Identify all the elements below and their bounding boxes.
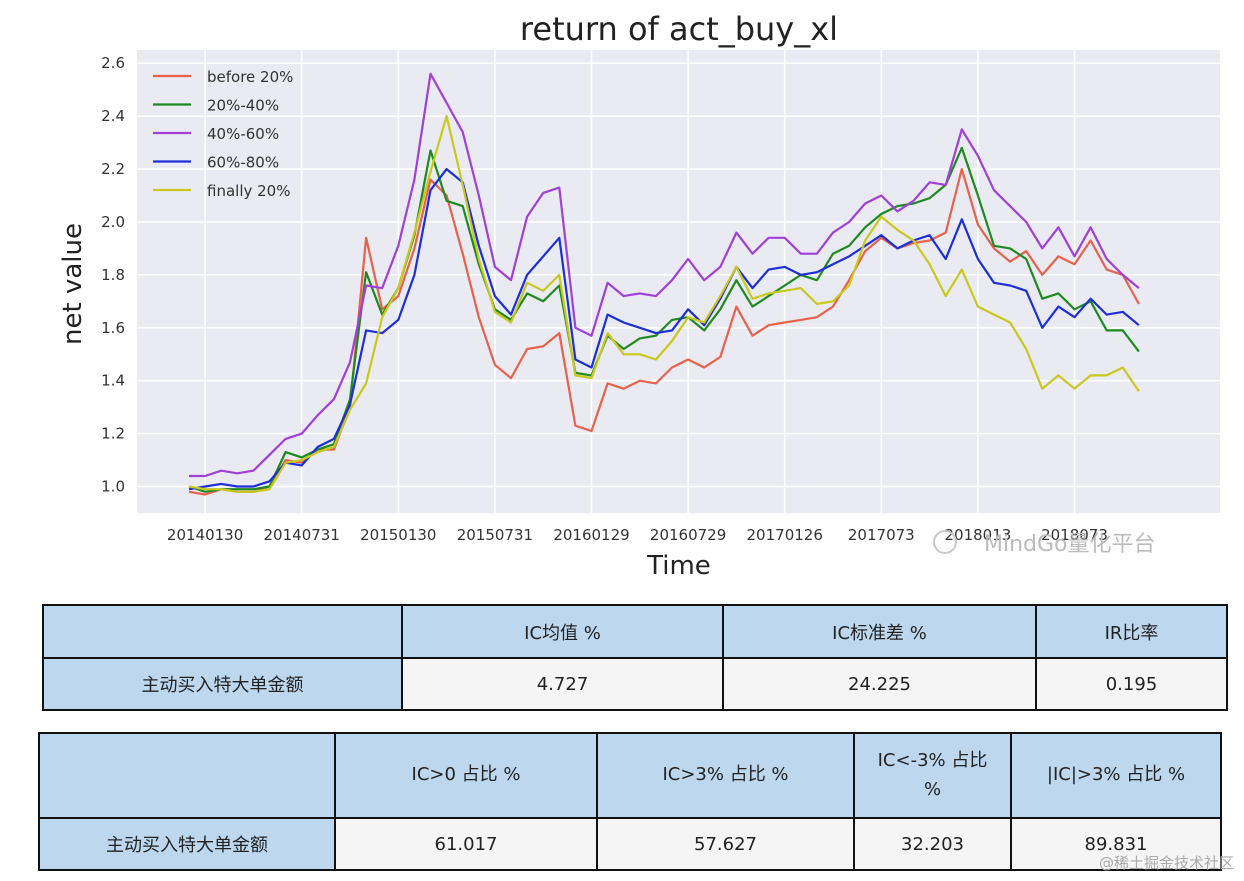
x-axis-ticks: 20140130 20140731 20150130 20150731 20160129… [167,526,1108,544]
table-header-cell: IC<-3% 占比 % [853,732,1012,819]
chart-watermark: MindGo量化平台 [933,530,1156,557]
x-tick-label: 20170126 [747,526,823,544]
legend-label: 60%-80% [207,154,279,172]
row-label: 主动买入特大单金额 [38,817,336,871]
table-header-cell: |IC|>3% 占比 % [1010,732,1222,819]
x-tick-label: 20160129 [553,526,629,544]
table-header-row: IC>0 占比 % IC>3% 占比 % IC<-3% 占比 % |IC|>3%… [38,732,1222,819]
line-chart: 1.01.21.41.61.82.02.22.42.6 20140130 2014… [58,10,1220,581]
y-axis-ticks: 1.0 1.2 1.4 1.6 1.8 2.0 2.2 2.4 2.6 [101,54,125,495]
table-cell: 24.225 [722,657,1037,711]
table-header-cell: IC标准差 % [722,604,1037,659]
x-tick-label: 2018013 [944,526,1011,544]
footer-watermark: @稀土掘金技术社区 [1098,854,1234,872]
ic-ratio-table: IC>0 占比 % IC>3% 占比 % IC<-3% 占比 % |IC|>3%… [38,732,1222,871]
y-tick-label: 1.8 [101,266,125,284]
x-tick-label: 20140130 [167,526,243,544]
legend-label: 20%-40% [207,97,279,115]
table-cell: 0.195 [1035,657,1228,711]
table-cell: 61.017 [334,817,598,871]
y-tick-label: 2.0 [101,213,125,231]
series-lines [188,72,1140,496]
table-row: 主动买入特大单金额 4.727 24.225 0.195 [42,657,1228,711]
x-tick-label: 2018073 [1041,526,1108,544]
y-tick-label: 1.2 [101,425,125,443]
legend-label: before 20% [207,68,293,86]
x-tick-label: 2017073 [848,526,915,544]
watermark-logo-icon [933,530,957,554]
table-cell: 4.727 [401,657,724,711]
x-tick-label: 20150130 [360,526,436,544]
table-header-cell: IC>3% 占比 % [596,732,855,819]
y-tick-label: 2.2 [101,160,125,178]
x-tick-label: 20150731 [457,526,533,544]
table-header-cell: IR比率 [1035,604,1228,659]
table-header-cell: IC均值 % [401,604,724,659]
legend-label: 40%-60% [207,125,279,143]
table-cell: 32.203 [853,817,1012,871]
y-tick-label: 2.4 [101,107,125,125]
table-header-cell [38,732,336,819]
y-tick-label: 1.4 [101,372,125,390]
y-tick-label: 1.6 [101,319,125,337]
row-label: 主动买入特大单金额 [42,657,403,711]
table-cell: 89.831 [1010,817,1222,871]
legend-label: finally 20% [207,182,290,200]
series-line-4 [188,168,1140,491]
y-tick-label: 1.0 [101,478,125,496]
x-tick-label: 20140731 [264,526,340,544]
table-header-cell: IC>0 占比 % [334,732,598,819]
series-line-2 [188,146,1140,493]
y-tick-label: 2.6 [101,54,125,72]
plot-area [137,50,1220,513]
ic-summary-table: IC均值 % IC标准差 % IR比率 主动买入特大单金额 4.727 24.2… [42,604,1228,711]
x-axis-title: Time [646,551,711,581]
watermark-text: MindGo量化平台 [984,532,1156,557]
table-row: 主动买入特大单金额 61.017 57.627 32.203 89.831 [38,817,1222,871]
x-tick-label: 20160729 [650,526,726,544]
chart-title: return of act_buy_xl [520,10,838,48]
series-line-3 [189,72,1140,478]
table-header-cell [42,604,403,659]
table-header-row: IC均值 % IC标准差 % IR比率 [42,604,1228,659]
table-cell: 57.627 [596,817,855,871]
y-axis-title: net value [58,223,88,345]
legend: before 20% 20%-40% 40%-60% 60%-80% finally 2… [153,68,293,200]
grid-lines [137,50,1220,513]
series-line-5 [188,114,1140,493]
